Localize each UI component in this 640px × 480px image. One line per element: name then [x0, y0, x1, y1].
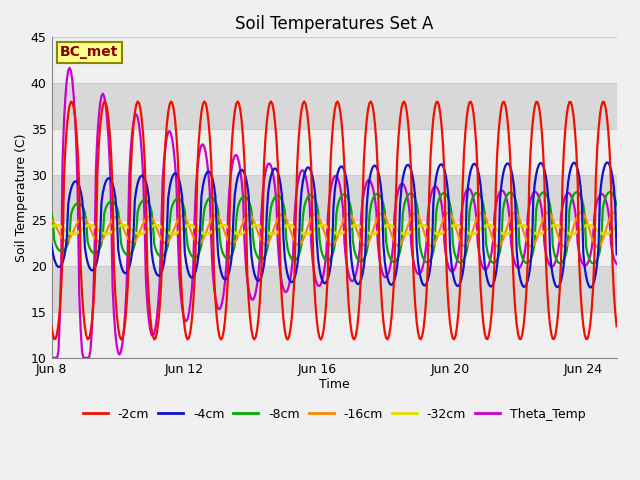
- -4cm: [586, 285, 594, 290]
- -2cm: [267, 98, 275, 104]
- -2cm: [217, 336, 225, 342]
- -32cm: [217, 222, 225, 228]
- -4cm: [461, 247, 469, 253]
- -4cm: [217, 269, 225, 275]
- Line: -4cm: -4cm: [51, 162, 616, 288]
- -2cm: [559, 179, 566, 185]
- -2cm: [447, 330, 455, 336]
- -8cm: [606, 189, 614, 195]
- Bar: [51, 220, 616, 266]
- Theta_Temp: [446, 267, 454, 273]
- -16cm: [612, 211, 620, 216]
- Theta_Temp: [238, 179, 246, 184]
- -8cm: [612, 203, 620, 208]
- -16cm: [362, 243, 369, 249]
- -16cm: [237, 227, 244, 232]
- -16cm: [445, 210, 452, 216]
- -16cm: [556, 238, 564, 243]
- Theta_Temp: [463, 187, 470, 193]
- -4cm: [603, 159, 611, 165]
- -2cm: [364, 106, 372, 112]
- -32cm: [402, 231, 410, 237]
- -4cm: [47, 241, 55, 247]
- X-axis label: Time: Time: [319, 378, 349, 391]
- -32cm: [612, 224, 620, 230]
- -16cm: [217, 219, 225, 225]
- -2cm: [47, 324, 55, 329]
- -16cm: [610, 209, 618, 215]
- -2cm: [464, 105, 472, 110]
- -32cm: [385, 222, 393, 228]
- Theta_Temp: [47, 355, 55, 360]
- -4cm: [362, 250, 369, 256]
- -8cm: [47, 211, 55, 216]
- -8cm: [362, 253, 369, 259]
- Theta_Temp: [66, 65, 74, 71]
- -2cm: [612, 324, 620, 329]
- Line: -2cm: -2cm: [51, 101, 616, 339]
- -4cm: [556, 282, 564, 288]
- -4cm: [445, 196, 452, 202]
- Line: Theta_Temp: Theta_Temp: [51, 68, 616, 358]
- -8cm: [589, 261, 597, 266]
- Line: -16cm: -16cm: [51, 212, 616, 247]
- -2cm: [284, 336, 291, 342]
- -32cm: [237, 231, 244, 237]
- Theta_Temp: [612, 261, 620, 267]
- -4cm: [612, 252, 620, 257]
- -32cm: [362, 228, 369, 234]
- Bar: [51, 129, 616, 175]
- -32cm: [464, 230, 472, 236]
- -8cm: [217, 243, 225, 249]
- -16cm: [461, 243, 469, 249]
- -4cm: [237, 168, 244, 173]
- Theta_Temp: [218, 299, 226, 305]
- -32cm: [559, 226, 566, 232]
- Theta_Temp: [363, 180, 371, 185]
- -32cm: [47, 224, 55, 230]
- Text: BC_met: BC_met: [60, 45, 118, 60]
- -2cm: [237, 107, 244, 113]
- Title: Soil Temperatures Set A: Soil Temperatures Set A: [235, 15, 433, 33]
- Line: -8cm: -8cm: [51, 192, 616, 264]
- -8cm: [445, 196, 452, 202]
- Line: -32cm: -32cm: [51, 225, 616, 234]
- -8cm: [461, 253, 469, 259]
- Theta_Temp: [557, 212, 565, 218]
- -8cm: [237, 197, 244, 203]
- -16cm: [47, 217, 55, 223]
- -16cm: [593, 244, 601, 250]
- Bar: [51, 312, 616, 358]
- Bar: [51, 37, 616, 83]
- -32cm: [447, 223, 455, 229]
- Y-axis label: Soil Temperature (C): Soil Temperature (C): [15, 133, 28, 262]
- Legend: -2cm, -4cm, -8cm, -16cm, -32cm, Theta_Temp: -2cm, -4cm, -8cm, -16cm, -32cm, Theta_Te…: [77, 403, 591, 425]
- -8cm: [556, 261, 564, 266]
